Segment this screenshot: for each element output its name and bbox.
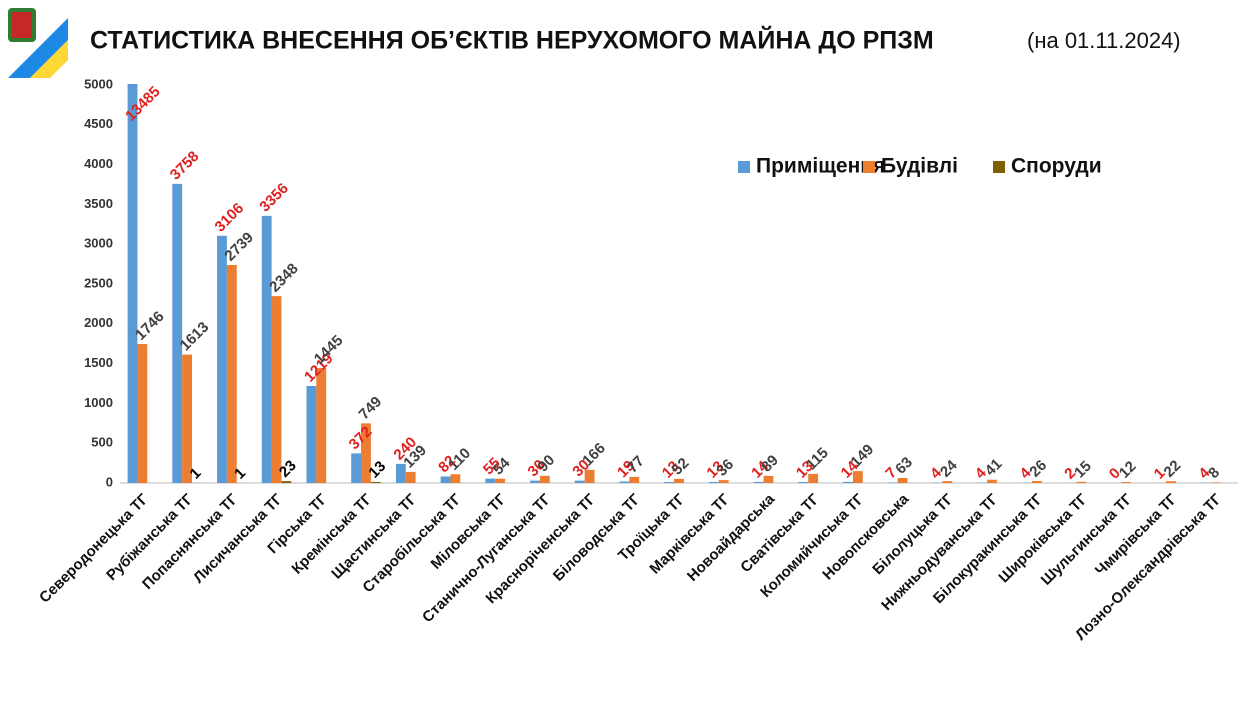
y-tick-label: 1500	[84, 355, 113, 370]
bar	[1031, 480, 1042, 483]
bar	[485, 478, 496, 483]
bar	[1076, 481, 1087, 483]
legend-label: Будівлі	[881, 155, 958, 178]
bar	[664, 481, 675, 483]
bar	[1210, 482, 1221, 483]
bar	[261, 215, 272, 483]
bar	[753, 481, 764, 483]
bar	[584, 469, 595, 483]
bar	[351, 453, 362, 483]
x-tick-label: Кремінська ТГ	[289, 490, 376, 577]
bar	[182, 354, 192, 483]
value-label: 3356	[256, 180, 292, 216]
bar	[1121, 482, 1132, 483]
y-tick-label: 0	[106, 474, 113, 489]
bar	[798, 481, 809, 483]
x-tick-label: Чмирівська ТГ	[1092, 490, 1181, 579]
value-label: 749	[356, 393, 386, 423]
bar	[405, 471, 416, 483]
value-label: 372	[346, 423, 376, 453]
legend-label: Приміщення	[756, 155, 885, 178]
bar	[852, 471, 863, 483]
bar	[942, 481, 953, 483]
chart-subtitle: (на 01.11.2024)	[1027, 28, 1181, 53]
y-tick-label: 4000	[84, 156, 113, 171]
bar	[217, 235, 227, 483]
chart-title: СТАТИСТИКА ВНЕСЕННЯ ОБ’ЄКТІВ НЕРУХОМОГО …	[90, 25, 934, 55]
plot-area	[127, 84, 1221, 483]
legend-swatch	[863, 161, 875, 173]
legend-swatch	[993, 161, 1005, 173]
y-tick-label: 500	[91, 435, 113, 450]
bar	[530, 480, 540, 483]
bar	[897, 477, 908, 483]
bar	[127, 84, 138, 483]
bar	[574, 480, 585, 483]
bar	[361, 423, 371, 483]
bar	[808, 473, 819, 483]
bar	[843, 481, 853, 483]
y-tick-label: 2500	[84, 275, 113, 290]
bar	[450, 474, 461, 483]
bar	[137, 344, 148, 483]
y-tick-label: 5000	[84, 76, 113, 91]
legend-swatch	[738, 161, 750, 173]
x-tick-label: Сватівська ТГ	[737, 490, 823, 576]
bar	[271, 296, 282, 483]
bar	[763, 475, 774, 483]
bar	[226, 264, 237, 483]
bar	[1166, 481, 1176, 483]
bar	[629, 476, 640, 483]
bar	[539, 475, 550, 483]
y-tick-label: 4500	[84, 116, 113, 131]
bar	[619, 481, 630, 483]
bar	[718, 480, 729, 483]
bar	[281, 481, 292, 483]
bar	[495, 478, 506, 483]
y-tick-label: 1000	[84, 395, 113, 410]
logo	[8, 8, 68, 78]
legend-label: Споруди	[1011, 155, 1102, 178]
value-label: 3758	[167, 148, 203, 184]
y-tick-label: 2000	[84, 315, 113, 330]
bar	[708, 481, 719, 483]
bar	[172, 183, 183, 483]
y-tick-label: 3000	[84, 236, 113, 251]
value-label: 2739	[221, 229, 257, 265]
bar	[887, 482, 898, 483]
bar	[674, 478, 684, 483]
bar	[395, 463, 406, 483]
bar	[987, 479, 997, 483]
y-tick-label: 3500	[84, 196, 113, 211]
bar	[306, 385, 317, 483]
bar	[370, 481, 381, 483]
x-tick-label: Білолуцька ТГ	[869, 490, 957, 578]
bar	[316, 367, 327, 483]
x-tick-label: Марківська ТГ	[646, 490, 733, 577]
bar	[440, 476, 451, 483]
value-label: 3106	[212, 200, 248, 236]
